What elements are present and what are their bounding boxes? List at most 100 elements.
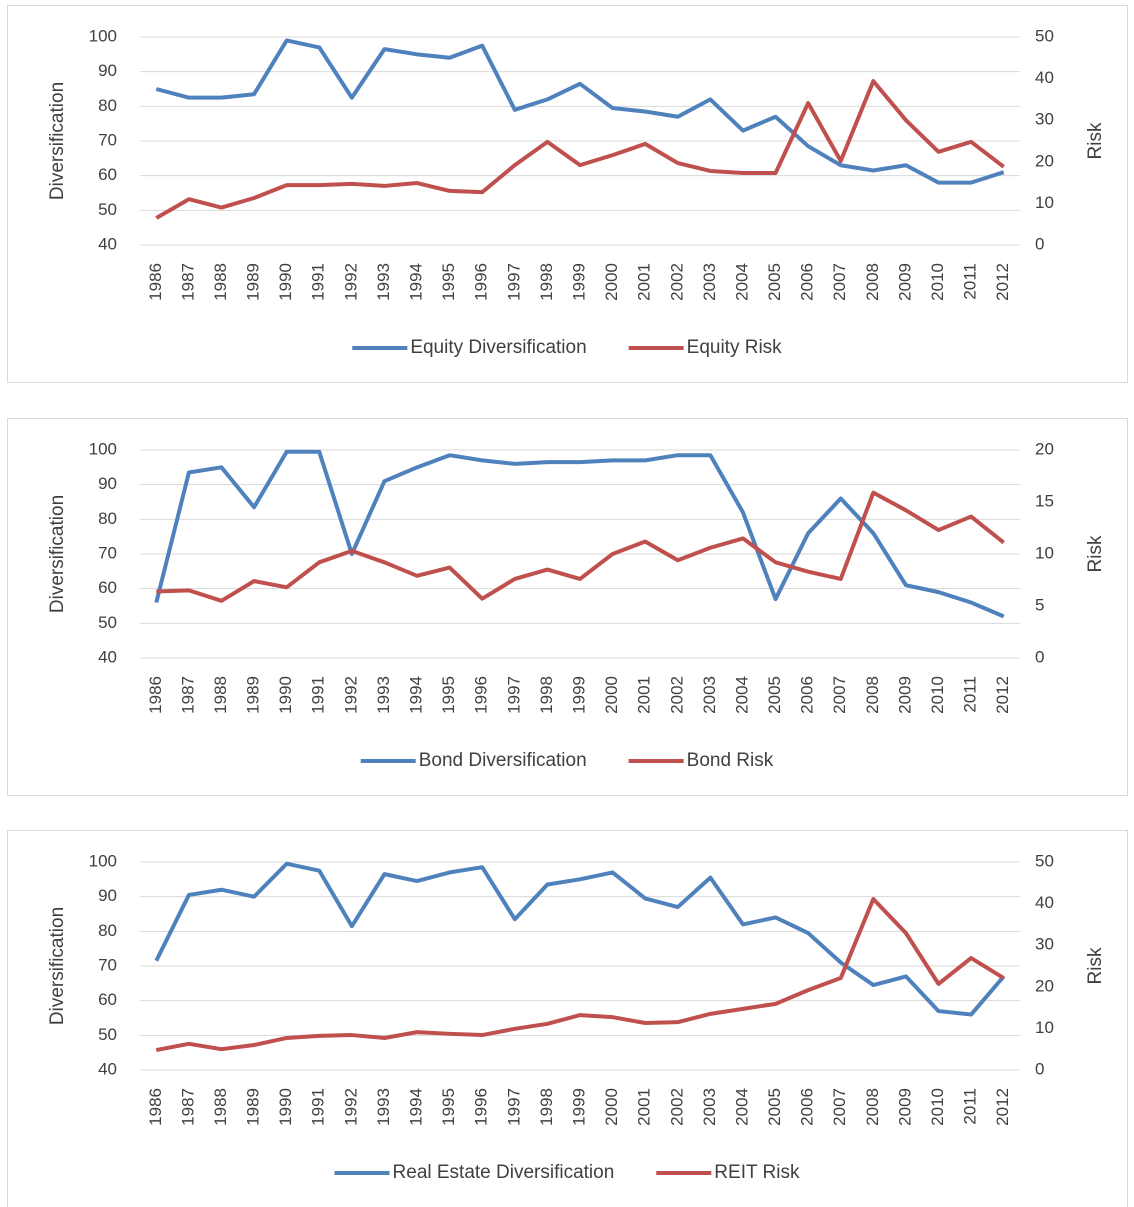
x-tick-label: 2000	[602, 676, 621, 714]
y2-tick-label: 10	[1035, 193, 1054, 212]
data-line	[155, 897, 1005, 1052]
x-tick-label: 2006	[798, 1088, 817, 1126]
y-axis-title: Diversification	[47, 495, 68, 613]
x-tick-label: 1987	[178, 263, 197, 301]
x-tick-label: 2010	[928, 676, 947, 714]
x-tick-label: 2007	[830, 676, 849, 714]
y-tick-label: 60	[98, 990, 117, 1009]
y2-tick-label: 15	[1035, 491, 1054, 510]
x-tick-label: 2004	[732, 1088, 751, 1126]
legend-label: Bond Risk	[687, 750, 774, 771]
y2-axis-title: Risk	[1085, 535, 1106, 572]
x-tick-label: 2001	[635, 676, 654, 714]
x-tick-label: 1997	[504, 676, 523, 714]
y-tick-label: 70	[98, 955, 117, 974]
data-line	[156, 490, 1005, 603]
x-tick-label: 1992	[341, 676, 360, 714]
y-tick-label: 80	[98, 96, 117, 115]
x-tick-label: 1988	[211, 676, 230, 714]
chart-frame	[7, 830, 1128, 1207]
x-tick-label: 1990	[276, 1088, 295, 1126]
x-tick-label: 1998	[537, 1088, 556, 1126]
data-line	[154, 861, 1006, 1017]
x-tick-label: 1992	[341, 1088, 360, 1126]
y-axis-title: Diversification	[47, 82, 68, 200]
y-tick-label: 50	[98, 1025, 117, 1044]
x-tick-label: 2000	[602, 1088, 621, 1126]
y2-tick-label: 5	[1035, 595, 1044, 614]
legend-label: Bond Diversification	[419, 750, 587, 771]
x-tick-label: 1999	[569, 1088, 588, 1126]
legend: Real Estate Diversification REIT Risk	[334, 1162, 800, 1183]
x-tick-label: 1986	[146, 263, 165, 301]
y2-tick-label: 0	[1035, 1059, 1044, 1078]
x-tick-label: 1987	[178, 676, 197, 714]
x-tick-label: 1999	[569, 676, 588, 714]
y2-tick-label: 20	[1035, 439, 1054, 458]
legend: Equity Diversification Equity Risk	[352, 337, 782, 358]
chart-frame	[7, 418, 1128, 796]
x-tick-label: 1994	[407, 676, 426, 714]
data-line	[155, 79, 1005, 220]
x-tick-label: 1990	[276, 263, 295, 301]
x-tick-label: 1997	[504, 263, 523, 301]
y2-tick-label: 30	[1035, 110, 1054, 129]
x-tick-label: 2006	[798, 676, 817, 714]
y-tick-label: 80	[98, 921, 117, 940]
x-tick-label: 2011	[961, 676, 980, 713]
x-tick-label: 1998	[537, 676, 556, 714]
y2-tick-label: 40	[1035, 68, 1054, 87]
y2-axis-title: Risk	[1085, 122, 1106, 159]
x-tick-label: 2007	[830, 263, 849, 301]
legend: Bond Diversification Bond Risk	[360, 750, 774, 771]
x-tick-label: 2012	[993, 263, 1012, 301]
data-line	[155, 38, 1005, 185]
x-tick-label: 2011	[961, 263, 980, 300]
y-tick-label: 60	[98, 578, 117, 597]
x-tick-label: 1986	[146, 676, 165, 714]
x-tick-label: 2008	[863, 1088, 882, 1126]
x-tick-label: 1991	[309, 676, 328, 714]
x-tick-label: 1993	[374, 676, 393, 714]
y2-tick-label: 50	[1035, 26, 1054, 45]
x-tick-label: 2006	[798, 263, 817, 301]
x-tick-label: 2008	[863, 676, 882, 714]
x-tick-label: 1996	[472, 263, 491, 301]
y2-tick-label: 0	[1035, 647, 1044, 666]
y-axis-title: Diversification	[47, 907, 68, 1025]
y-tick-label: 100	[89, 439, 117, 458]
legend-label: Equity Risk	[687, 337, 783, 358]
x-tick-label: 2005	[765, 263, 784, 301]
y-tick-label: 90	[98, 886, 117, 905]
x-tick-label: 1993	[374, 263, 393, 301]
x-tick-label: 1992	[341, 263, 360, 301]
x-tick-label: 1986	[146, 1088, 165, 1126]
x-tick-label: 2009	[895, 1088, 914, 1126]
y2-tick-label: 0	[1035, 234, 1044, 253]
x-tick-label: 1994	[407, 263, 426, 301]
x-tick-label: 2001	[635, 1088, 654, 1126]
x-tick-label: 2004	[732, 263, 751, 301]
x-tick-label: 1996	[472, 1088, 491, 1126]
x-tick-label: 2004	[732, 676, 751, 714]
x-tick-label: 2010	[928, 1088, 947, 1126]
y-tick-label: 40	[98, 1059, 117, 1078]
x-tick-label: 1991	[309, 263, 328, 301]
x-tick-label: 2007	[830, 1088, 849, 1126]
y2-tick-label: 10	[1035, 543, 1054, 562]
x-tick-label: 1989	[244, 1088, 263, 1126]
x-tick-label: 2010	[928, 263, 947, 301]
x-tick-label: 2005	[765, 676, 784, 714]
x-tick-label: 2003	[700, 263, 719, 301]
legend-label: REIT Risk	[714, 1162, 800, 1183]
y2-axis-title: Risk	[1085, 947, 1106, 984]
x-tick-label: 1987	[178, 1088, 197, 1126]
x-tick-label: 2012	[993, 676, 1012, 714]
x-tick-label: 2002	[667, 676, 686, 714]
x-tick-label: 1995	[439, 263, 458, 301]
y-tick-label: 100	[89, 851, 117, 870]
x-tick-label: 2003	[700, 1088, 719, 1126]
x-tick-label: 1988	[211, 263, 230, 301]
x-tick-label: 1998	[537, 263, 556, 301]
